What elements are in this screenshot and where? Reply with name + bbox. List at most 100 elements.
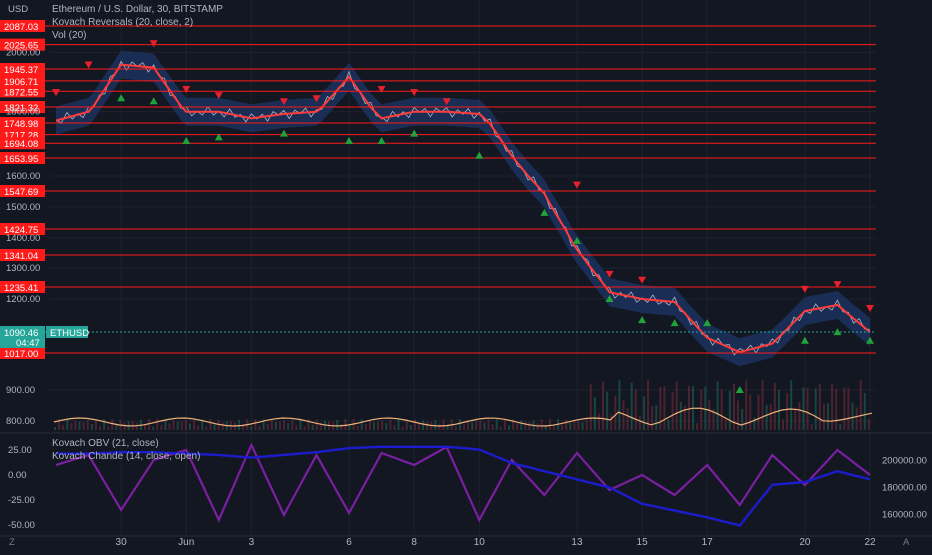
level-tag-label: 1694.08	[4, 139, 38, 150]
down-reversal-marker	[52, 89, 60, 97]
volume-bar	[503, 419, 506, 430]
level-tag-label: 1717.28	[4, 131, 38, 142]
volume-bar	[634, 389, 637, 430]
volume-bar	[491, 424, 494, 430]
level-tag	[0, 137, 45, 150]
volume-bar	[336, 420, 339, 430]
volume-bar	[446, 425, 449, 430]
volume-bar	[806, 387, 809, 430]
volume-bar	[552, 426, 555, 430]
volume-bar	[548, 419, 551, 430]
last-price-countdown: 04:47	[16, 338, 40, 349]
volume-bar	[360, 419, 363, 430]
volume-bar	[381, 420, 384, 430]
down-reversal-marker	[377, 86, 386, 94]
level-tag-label: 1872.55	[4, 87, 38, 98]
volume-bar	[569, 422, 572, 430]
down-reversal-marker	[214, 92, 223, 100]
volume-bar	[683, 405, 686, 430]
volume-bar	[250, 426, 253, 430]
legend-volume[interactable]: Vol (20)	[52, 30, 87, 41]
volume-bar	[651, 406, 654, 430]
volume-bar	[663, 386, 666, 430]
volume-bar	[577, 421, 580, 430]
volume-bar	[855, 407, 858, 430]
volume-bar	[843, 387, 846, 430]
chande-y-tick-label: -25.00	[8, 495, 35, 506]
volume-bar	[111, 419, 114, 430]
legend-reversals[interactable]: Kovach Reversals (20, close, 2)	[52, 17, 194, 28]
corner-label-right: A	[903, 537, 910, 548]
legend-chande[interactable]: Kovach Chande (14, close, open)	[52, 451, 201, 462]
volume-bar	[614, 395, 617, 430]
volume-bar	[638, 415, 641, 430]
x-tick-label: Jun	[178, 537, 194, 548]
level-tag-label: 1424.75	[4, 225, 38, 236]
volume-bar	[647, 379, 650, 430]
volume-bar	[622, 400, 625, 430]
x-tick-label: 13	[571, 537, 583, 548]
volume-bar	[732, 383, 735, 430]
obv-y-tick-label: 180000.00	[882, 483, 927, 494]
symbol-tag-label: ETHUSD	[50, 328, 89, 339]
volume-bar	[221, 422, 224, 430]
chande-y-tick-label: 25.00	[8, 445, 32, 456]
legend-obv[interactable]: Kovach OBV (21, close)	[52, 438, 159, 449]
up-reversal-marker	[540, 208, 549, 216]
up-reversal-marker	[605, 295, 614, 302]
volume-bar	[745, 380, 748, 430]
volume-bar	[197, 425, 200, 430]
corner-label-left: Z	[9, 537, 15, 548]
x-tick-label: 17	[702, 537, 714, 548]
up-reversal-marker	[182, 137, 191, 145]
volume-bar	[98, 425, 101, 430]
volume-bar	[516, 423, 519, 430]
volume-bar	[810, 424, 813, 430]
volume-bar	[397, 419, 400, 430]
volume-bar	[859, 380, 862, 430]
volume-bar	[164, 419, 167, 430]
volume-bar	[274, 421, 277, 430]
level-tag	[0, 117, 45, 129]
obv-y-tick-label: 160000.00	[882, 510, 927, 521]
volume-bar	[348, 426, 351, 430]
volume-bar	[839, 423, 842, 430]
level-tag	[0, 281, 45, 293]
volume-bar	[58, 419, 61, 430]
volume-bar	[716, 381, 719, 430]
level-tag-label: 1906.71	[4, 77, 38, 88]
down-reversal-marker	[572, 181, 581, 189]
volume-bar	[700, 389, 703, 430]
volume-bar	[291, 419, 294, 430]
volume-bar	[520, 420, 523, 430]
volume-bar	[152, 426, 155, 430]
volume-bar	[62, 424, 65, 430]
volume-bar	[86, 420, 89, 430]
volume-bar	[94, 419, 97, 430]
volume-bar	[814, 388, 817, 430]
y-tick-label: 1200.00	[6, 294, 40, 305]
down-reversal-marker	[866, 305, 874, 313]
volume-bar	[344, 419, 347, 430]
volume-bar	[442, 419, 445, 430]
volume-bar	[610, 414, 613, 430]
volume-bar	[851, 402, 854, 430]
volume-bar	[822, 403, 825, 430]
last-price-value: 1090.46	[4, 328, 38, 339]
volatility-band	[56, 50, 870, 367]
volume-bar	[418, 423, 421, 430]
volume-bar	[847, 387, 850, 430]
volume-bar	[266, 423, 269, 430]
volume-bar	[528, 421, 531, 430]
volume-bar	[295, 425, 298, 430]
legend-symbol[interactable]: Ethereum / U.S. Dollar, 30, BITSTAMP	[52, 4, 223, 15]
volume-bar	[278, 421, 281, 430]
up-reversal-marker	[670, 319, 679, 327]
volume-bar	[238, 419, 241, 430]
volume-bar	[180, 421, 183, 430]
volume-bar	[401, 426, 404, 430]
down-reversal-marker	[442, 98, 451, 106]
up-reversal-marker	[475, 151, 484, 159]
x-tick-label: 22	[864, 537, 876, 548]
